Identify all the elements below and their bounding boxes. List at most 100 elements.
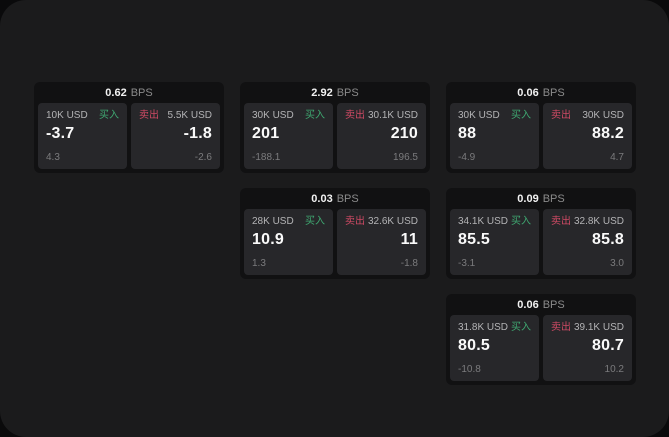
sell-panel[interactable]: 卖出 32.6K USD 11 -1.8: [337, 209, 426, 275]
buy-amount: 34.1K USD: [458, 216, 509, 227]
buy-price: 85.5: [458, 231, 490, 248]
buy-price: 10.9: [252, 231, 284, 248]
buy-amount: 30K USD: [458, 110, 500, 121]
panel-row: 28K USD 买入 10.9 1.3 卖出 32.6K USD 11 -1.8: [244, 209, 426, 275]
buy-price: 201: [252, 125, 280, 142]
buy-amount: 31.8K USD: [458, 322, 509, 333]
sell-change: 3.0: [610, 258, 624, 269]
quote-grid: 0.62 BPS 10K USD 买入 -3.7 4.3 卖出 5.5K USD: [34, 82, 636, 385]
sell-price: 11: [400, 231, 418, 248]
buy-change: -188.1: [252, 152, 281, 163]
sell-price: 80.7: [592, 337, 624, 354]
bps-unit-label: BPS: [542, 86, 565, 99]
buy-side-label: 买入: [305, 110, 325, 121]
quote-card: 0.06 BPS 30K USD 买入 88 -4.9 卖出 30K USD: [446, 82, 636, 173]
panel-top: 卖出 32.6K USD: [345, 216, 418, 228]
quote-card: 2.92 BPS 30K USD 买入 201 -188.1 卖出 30.1K …: [240, 82, 430, 173]
sell-price: 210: [390, 125, 418, 142]
buy-change: -10.8: [458, 364, 481, 375]
buy-panel[interactable]: 34.1K USD 买入 85.5 -3.1: [450, 209, 539, 275]
card-header: 0.06 BPS: [450, 82, 632, 103]
sell-panel[interactable]: 卖出 30K USD 88.2 4.7: [543, 103, 632, 169]
buy-change: 4.3: [46, 152, 60, 163]
sell-change: 10.2: [604, 364, 624, 375]
buy-side-label: 买入: [305, 216, 325, 227]
bps-value: 0.03: [311, 192, 333, 205]
card-header: 0.03 BPS: [244, 188, 426, 209]
bps-value: 0.06: [517, 86, 539, 99]
buy-side-label: 买入: [511, 322, 531, 333]
sell-change: -1.8: [400, 258, 418, 269]
sell-amount: 39.1K USD: [573, 322, 624, 333]
buy-amount: 10K USD: [46, 110, 88, 121]
panel-top: 30K USD 买入: [458, 110, 531, 122]
buy-panel[interactable]: 10K USD 买入 -3.7 4.3: [38, 103, 127, 169]
sell-amount: 30K USD: [582, 110, 624, 121]
panel-row: 34.1K USD 买入 85.5 -3.1 卖出 32.8K USD 85.8…: [450, 209, 632, 275]
sell-side-label: 卖出: [139, 110, 159, 121]
sell-side-label: 卖出: [551, 322, 571, 333]
panel-top: 34.1K USD 买入: [458, 216, 531, 228]
panel-top: 10K USD 买入: [46, 110, 119, 122]
sell-amount: 32.6K USD: [367, 216, 418, 227]
panel-row: 31.8K USD 买入 80.5 -10.8 卖出 39.1K USD 80.…: [450, 315, 632, 381]
panel-row: 30K USD 买入 201 -188.1 卖出 30.1K USD 210 1…: [244, 103, 426, 169]
sell-side-label: 卖出: [551, 216, 571, 227]
sell-side-label: 卖出: [551, 110, 571, 121]
quote-card: 0.62 BPS 10K USD 买入 -3.7 4.3 卖出 5.5K USD: [34, 82, 224, 173]
sell-side-label: 卖出: [345, 216, 365, 227]
panel-top: 卖出 30K USD: [551, 110, 624, 122]
buy-change: 1.3: [252, 258, 266, 269]
bps-unit-label: BPS: [542, 298, 565, 311]
buy-panel[interactable]: 31.8K USD 买入 80.5 -10.8: [450, 315, 539, 381]
buy-change: -4.9: [458, 152, 476, 163]
bps-value: 2.92: [311, 86, 333, 99]
panel-top: 卖出 32.8K USD: [551, 216, 624, 228]
panel-top: 31.8K USD 买入: [458, 322, 531, 334]
panel-top: 28K USD 买入: [252, 216, 325, 228]
sell-amount: 30.1K USD: [367, 110, 418, 121]
bps-unit-label: BPS: [336, 86, 359, 99]
panel-top: 卖出 30.1K USD: [345, 110, 418, 122]
buy-panel[interactable]: 28K USD 买入 10.9 1.3: [244, 209, 333, 275]
buy-amount: 30K USD: [252, 110, 294, 121]
sell-panel[interactable]: 卖出 30.1K USD 210 196.5: [337, 103, 426, 169]
sell-price: 85.8: [592, 231, 624, 248]
sell-change: 4.7: [610, 152, 624, 163]
sell-price: -1.8: [183, 125, 212, 142]
sell-price: 88.2: [592, 125, 624, 142]
sell-change: -2.6: [194, 152, 212, 163]
panel-top: 30K USD 买入: [252, 110, 325, 122]
bps-unit-label: BPS: [130, 86, 153, 99]
bps-unit-label: BPS: [542, 192, 565, 205]
buy-price: 88: [458, 125, 477, 142]
buy-side-label: 买入: [99, 110, 119, 121]
quote-card: 0.06 BPS 31.8K USD 买入 80.5 -10.8 卖出 39.1…: [446, 294, 636, 385]
sell-amount: 32.8K USD: [573, 216, 624, 227]
panel-top: 卖出 5.5K USD: [139, 110, 212, 122]
buy-amount: 28K USD: [252, 216, 294, 227]
buy-panel[interactable]: 30K USD 买入 201 -188.1: [244, 103, 333, 169]
bps-value: 0.09: [517, 192, 539, 205]
sell-panel[interactable]: 卖出 32.8K USD 85.8 3.0: [543, 209, 632, 275]
quote-card: 0.03 BPS 28K USD 买入 10.9 1.3 卖出 32.6K US…: [240, 188, 430, 279]
buy-panel[interactable]: 30K USD 买入 88 -4.9: [450, 103, 539, 169]
sell-panel[interactable]: 卖出 5.5K USD -1.8 -2.6: [131, 103, 220, 169]
card-header: 2.92 BPS: [244, 82, 426, 103]
buy-price: -3.7: [46, 125, 75, 142]
card-header: 0.09 BPS: [450, 188, 632, 209]
card-header: 0.62 BPS: [38, 82, 220, 103]
sell-change: 196.5: [392, 152, 418, 163]
panel-row: 10K USD 买入 -3.7 4.3 卖出 5.5K USD -1.8 -2.…: [38, 103, 220, 169]
panel-row: 30K USD 买入 88 -4.9 卖出 30K USD 88.2 4.7: [450, 103, 632, 169]
card-header: 0.06 BPS: [450, 294, 632, 315]
buy-side-label: 买入: [511, 110, 531, 121]
sell-panel[interactable]: 卖出 39.1K USD 80.7 10.2: [543, 315, 632, 381]
buy-price: 80.5: [458, 337, 490, 354]
bps-value: 0.06: [517, 298, 539, 311]
sell-amount: 5.5K USD: [167, 110, 212, 121]
buy-change: -3.1: [458, 258, 476, 269]
quote-card: 0.09 BPS 34.1K USD 买入 85.5 -3.1 卖出 32.8K…: [446, 188, 636, 279]
panel-top: 卖出 39.1K USD: [551, 322, 624, 334]
